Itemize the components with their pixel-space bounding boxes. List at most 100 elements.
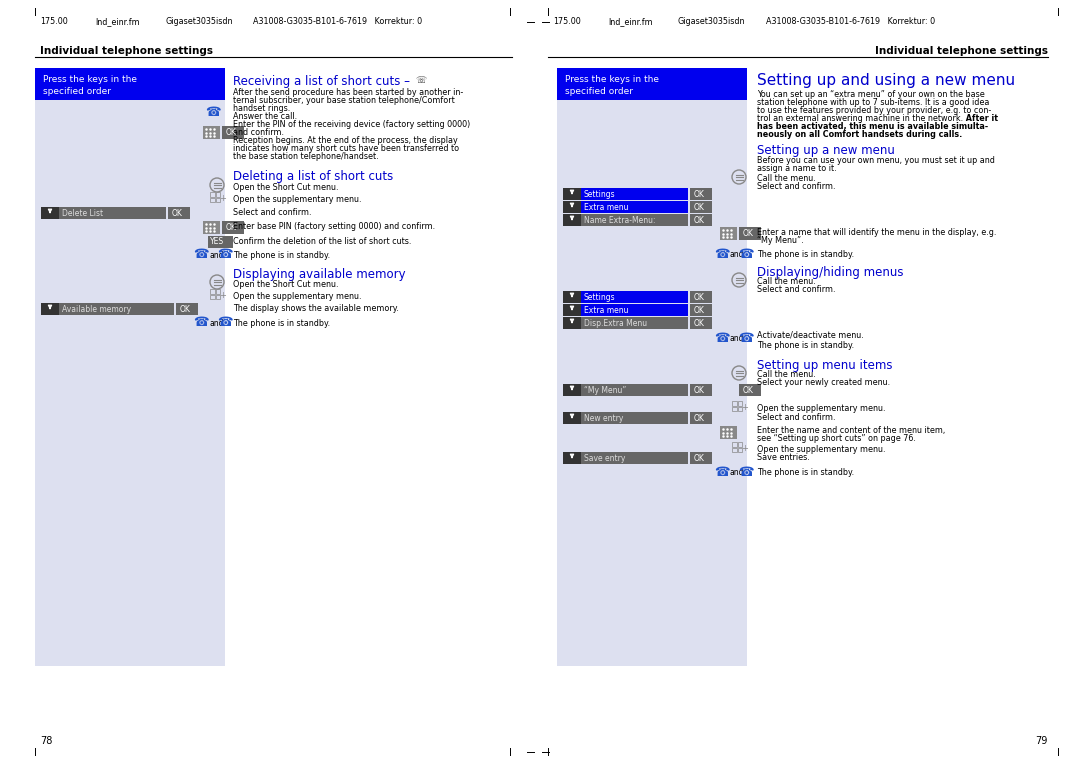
Bar	[732, 448, 737, 452]
Bar	[690, 304, 712, 316]
Text: 175.00: 175.00	[553, 17, 581, 26]
Text: OK: OK	[694, 216, 705, 225]
Text: OK: OK	[694, 190, 705, 199]
Bar	[557, 68, 747, 100]
Bar	[41, 303, 59, 315]
Bar	[738, 407, 742, 411]
Text: 78: 78	[40, 736, 52, 746]
Bar	[216, 289, 220, 294]
Text: +: +	[741, 444, 747, 453]
Bar	[35, 68, 225, 100]
Text: and confirm.: and confirm.	[233, 128, 284, 137]
Text: Select and confirm.: Select and confirm.	[757, 285, 836, 294]
Text: YES: YES	[210, 237, 225, 246]
Text: Save entry: Save entry	[584, 454, 625, 463]
Bar	[581, 214, 688, 226]
Text: Press the keys in the: Press the keys in the	[43, 75, 137, 84]
Text: Answer the call.: Answer the call.	[233, 112, 297, 121]
Text: to use the features provided by your provider, e.g. to con-: to use the features provided by your pro…	[757, 106, 991, 115]
Text: specified order: specified order	[43, 87, 111, 96]
Bar	[176, 303, 198, 315]
Text: Settings: Settings	[584, 190, 616, 199]
Bar	[581, 201, 688, 213]
Text: Deleting a list of short cuts: Deleting a list of short cuts	[233, 170, 393, 183]
Text: ternal subscriber, your base station telephone/Comfort: ternal subscriber, your base station tel…	[233, 96, 455, 105]
Bar	[563, 412, 581, 424]
Text: Ind_einr.fm: Ind_einr.fm	[608, 17, 652, 26]
Text: OK: OK	[180, 305, 191, 314]
Text: Extra menu: Extra menu	[584, 203, 629, 212]
Bar	[563, 201, 581, 213]
Bar	[720, 426, 737, 439]
Bar	[210, 289, 215, 294]
Text: OK: OK	[743, 386, 754, 395]
Text: Individual telephone settings: Individual telephone settings	[40, 46, 213, 56]
Text: and: and	[730, 334, 744, 343]
Text: ☎: ☎	[739, 465, 754, 478]
Text: trol an external answering machine in the network.: trol an external answering machine in th…	[757, 114, 963, 123]
Bar	[739, 227, 761, 240]
Text: Call the menu.: Call the menu.	[757, 277, 815, 286]
Bar	[732, 442, 737, 446]
Text: Select and confirm.: Select and confirm.	[757, 182, 836, 191]
Text: ☎: ☎	[217, 317, 233, 330]
Text: OK: OK	[226, 128, 237, 137]
Bar	[168, 207, 190, 219]
Bar	[732, 401, 737, 405]
Text: ☏: ☏	[415, 76, 427, 85]
Text: see “Setting up short cuts” on page 76.: see “Setting up short cuts” on page 76.	[757, 434, 916, 443]
Bar	[210, 198, 215, 202]
Text: and: and	[210, 251, 224, 260]
Text: Open the Short Cut menu.: Open the Short Cut menu.	[233, 280, 338, 289]
Text: The phone is in standby.: The phone is in standby.	[757, 468, 854, 477]
Text: Save entries.: Save entries.	[757, 453, 810, 462]
Text: ☎: ☎	[205, 107, 220, 120]
Bar	[563, 214, 581, 226]
Bar	[222, 221, 244, 234]
Text: Settings: Settings	[584, 293, 616, 302]
Bar	[581, 304, 688, 316]
Bar	[41, 207, 59, 219]
Text: A31008-G3035-B101-6-7619   Korrektur: 0: A31008-G3035-B101-6-7619 Korrektur: 0	[766, 17, 935, 26]
Bar	[738, 442, 742, 446]
Bar	[690, 201, 712, 213]
Text: Enter the PIN of the receiving device (factory setting 0000): Enter the PIN of the receiving device (f…	[233, 120, 470, 129]
Bar	[581, 291, 688, 303]
Text: Select your newly created menu.: Select your newly created menu.	[757, 378, 890, 387]
Text: OK: OK	[743, 229, 754, 238]
Bar	[690, 384, 712, 396]
Bar	[738, 448, 742, 452]
Text: Name Extra-Menu:: Name Extra-Menu:	[584, 216, 656, 225]
Bar	[563, 291, 581, 303]
Text: ☎: ☎	[193, 249, 208, 262]
Bar	[210, 295, 215, 299]
Text: Reception begins. At the end of the process, the display: Reception begins. At the end of the proc…	[233, 136, 458, 145]
Text: The phone is in standby.: The phone is in standby.	[233, 251, 330, 260]
Text: +: +	[219, 291, 226, 300]
Text: OK: OK	[694, 293, 705, 302]
Text: Ind_einr.fm: Ind_einr.fm	[95, 17, 139, 26]
Bar	[563, 384, 581, 396]
Text: handset rings.: handset rings.	[233, 104, 291, 113]
Text: Setting up a new menu: Setting up a new menu	[757, 144, 895, 157]
Text: Open the supplementary menu.: Open the supplementary menu.	[757, 404, 886, 413]
Bar	[203, 221, 220, 234]
Bar	[581, 188, 688, 200]
Bar	[690, 412, 712, 424]
Text: Setting up menu items: Setting up menu items	[757, 359, 892, 372]
Text: OK: OK	[226, 223, 237, 232]
Text: ☎: ☎	[714, 331, 730, 345]
Text: specified order: specified order	[565, 87, 633, 96]
Bar	[581, 452, 688, 464]
Text: Press the keys in the: Press the keys in the	[565, 75, 659, 84]
Bar	[732, 407, 737, 411]
Text: Enter base PIN (factory setting 0000) and confirm.: Enter base PIN (factory setting 0000) an…	[233, 222, 435, 231]
Text: Open the Short Cut menu.: Open the Short Cut menu.	[233, 183, 338, 192]
Text: indicates how many short cuts have been transferred to: indicates how many short cuts have been …	[233, 144, 459, 153]
Text: The phone is in standby.: The phone is in standby.	[757, 250, 854, 259]
Text: OK: OK	[694, 319, 705, 328]
Bar	[690, 188, 712, 200]
Text: and: and	[730, 250, 744, 259]
Bar	[690, 317, 712, 329]
Text: Enter the name and content of the menu item,: Enter the name and content of the menu i…	[757, 426, 945, 435]
